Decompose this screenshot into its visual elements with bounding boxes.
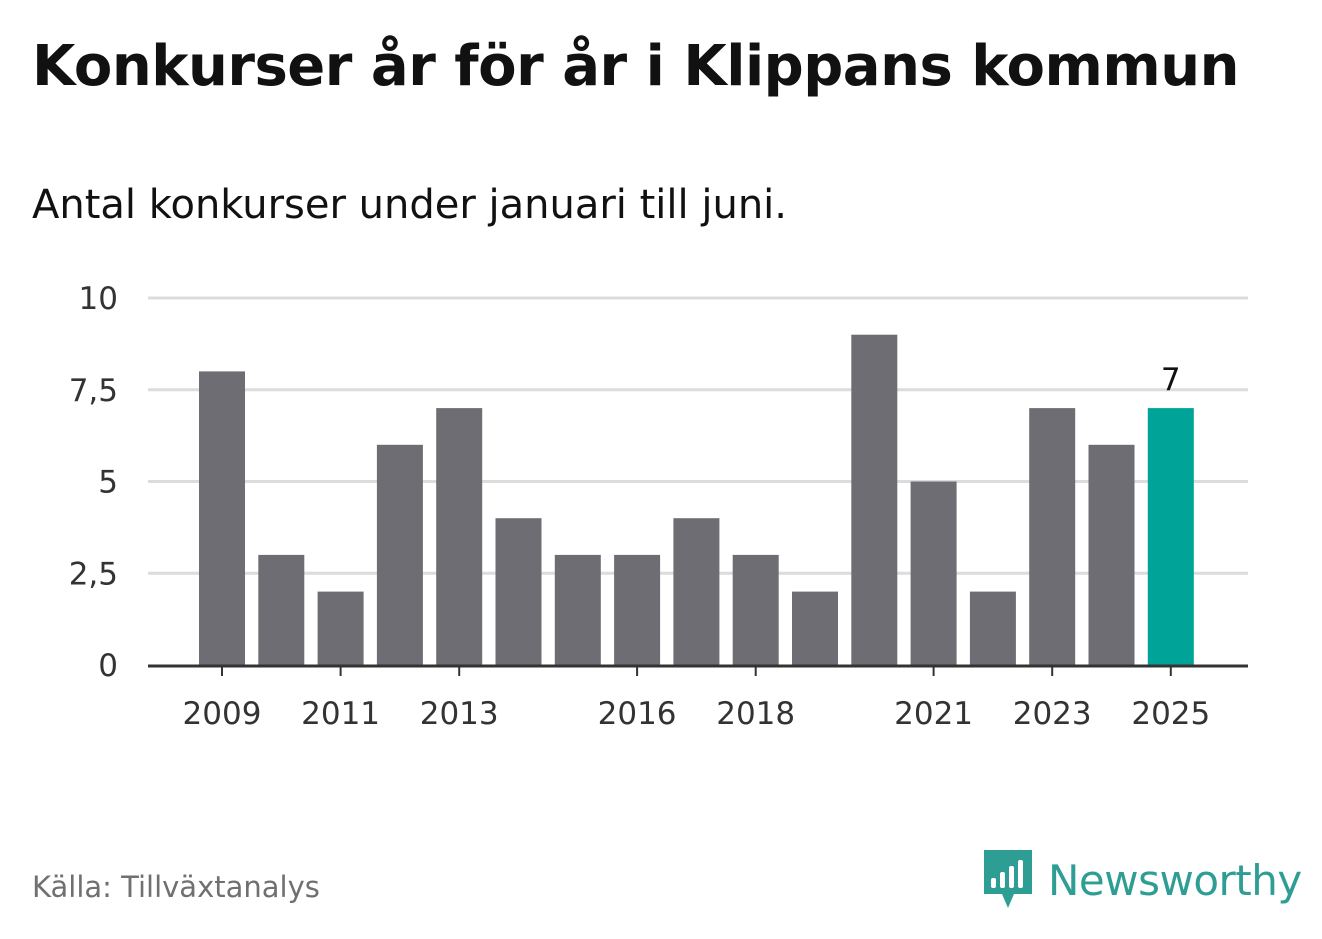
y-tick-label: 5	[98, 465, 118, 501]
bar	[554, 554, 601, 665]
x-tick-label: 2009	[183, 696, 262, 732]
x-tick-label: 2018	[716, 696, 795, 732]
bar-chart-speech-bubble-icon	[984, 850, 1032, 908]
brand-name: Newsworthy	[1048, 855, 1302, 905]
x-tick-label: 2013	[420, 696, 499, 732]
bar	[792, 591, 838, 665]
bars	[199, 334, 1194, 665]
bar	[614, 554, 661, 665]
y-tick-label: 10	[79, 281, 118, 317]
bar-chart: 0 2,5 5 7,5 10 7 2009 2011 2013 2016 2018 2021 2023 2…	[69, 281, 1248, 732]
bar	[1029, 408, 1076, 665]
bar	[495, 518, 542, 665]
bar	[673, 518, 720, 665]
bar	[376, 444, 423, 665]
bar	[317, 591, 364, 665]
chart-subtitle: Antal konkurser under januari till juni.	[32, 182, 787, 228]
bar-highlight	[1147, 408, 1194, 665]
bar	[258, 554, 305, 665]
bar	[732, 554, 779, 665]
axes: 0 2,5 5 7,5 10 7 2009 2011 2013 2016 2018 2021 2023 2…	[69, 281, 1248, 732]
x-tick-label: 2023	[1013, 696, 1092, 732]
bar	[910, 481, 957, 665]
chart-title: Konkurser år för år i Klippans kommun	[32, 34, 1239, 99]
bar	[851, 334, 898, 665]
x-tick-label: 2021	[894, 696, 973, 732]
y-tick-label: 7,5	[69, 373, 118, 409]
bar	[436, 408, 483, 665]
bar	[1088, 444, 1135, 665]
source-note: Källa: Tillväxtanalys	[32, 870, 320, 904]
x-tick-label: 2016	[598, 696, 677, 732]
x-tick-label: 2011	[301, 696, 380, 732]
x-tick-label: 2025	[1131, 696, 1210, 732]
bar	[199, 371, 245, 665]
y-tick-label: 0	[98, 648, 118, 684]
bar	[969, 591, 1016, 665]
brand-logo: Newsworthy	[980, 848, 1302, 912]
y-tick-label: 2,5	[69, 556, 118, 592]
data-label: 7	[1161, 362, 1181, 398]
